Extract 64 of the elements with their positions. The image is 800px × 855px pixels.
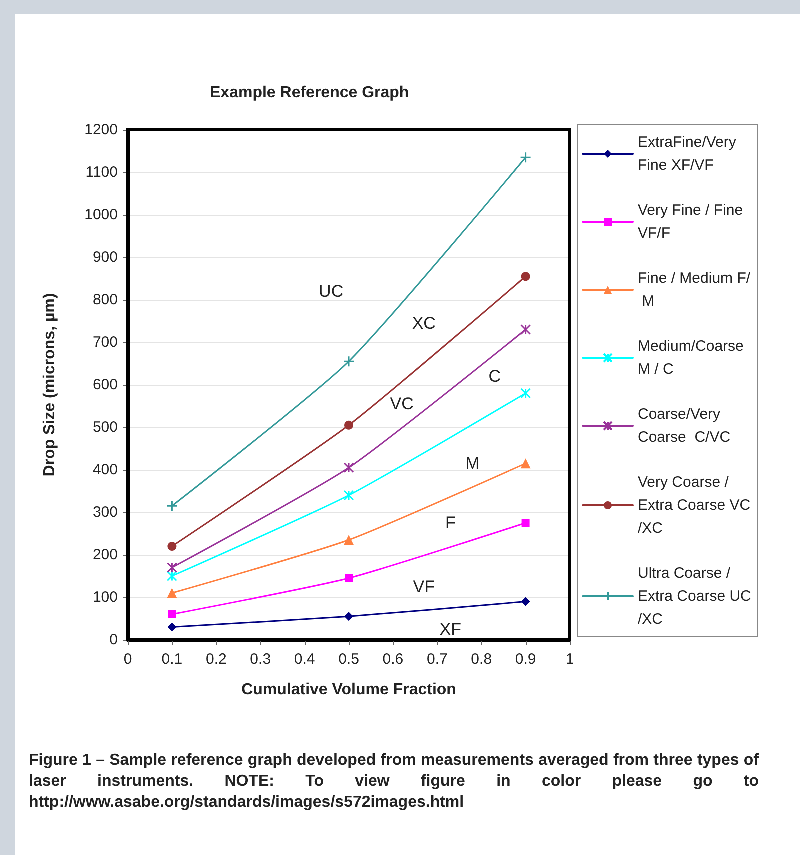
annotation: M — [466, 454, 480, 474]
point — [166, 571, 178, 582]
chart-title: Example Reference Graph — [210, 84, 410, 102]
annotation: C — [488, 367, 501, 386]
x-tick-label: 0.2 — [206, 651, 227, 668]
x-tick-label: 0.4 — [294, 651, 316, 668]
caption: Figure 1 – Sample reference graph developed from measurements averaged from three types of laser instruments. NOTE: To view figure in color please go to http://www.asabe.org/standards/images/s572images.html — [29, 751, 759, 813]
point — [168, 610, 176, 618]
legend-label: Ultra Coarse /Extra Coarse UC/XC — [638, 565, 752, 628]
point — [344, 535, 354, 546]
x-axis-title: Cumulative Volume Fraction — [242, 682, 456, 698]
annotation: F — [445, 514, 456, 533]
y-tick-label: 1100 — [86, 164, 118, 181]
y-tick-label: 800 — [92, 292, 118, 308]
x-tick-label: 0 — [124, 651, 132, 668]
x-tick-label: 0.6 — [382, 651, 404, 668]
annotation: VC — [390, 394, 414, 414]
y-tick-label: 400 — [92, 462, 118, 478]
y-tick-label: 200 — [92, 546, 118, 564]
y-tick-label: 900 — [92, 249, 118, 266]
point — [522, 519, 530, 528]
x-tick-label: 0.7 — [426, 651, 448, 668]
annotation: UC — [319, 282, 344, 301]
x-tick-label: 1 — [566, 651, 574, 668]
point — [166, 562, 178, 573]
x-tick-label: 0.5 — [338, 651, 360, 668]
point — [520, 458, 531, 469]
point — [343, 356, 355, 368]
point — [167, 588, 178, 598]
point — [344, 490, 354, 501]
x-tick-label: 0.1 — [162, 651, 183, 668]
annotation: VF — [413, 577, 436, 596]
legend-label: Medium/Coarse M / C — [638, 338, 748, 378]
point — [520, 152, 532, 164]
point — [344, 420, 354, 430]
y-tick-label: 100 — [92, 589, 118, 606]
point — [344, 462, 354, 474]
x-tick-label: 0.9 — [515, 651, 536, 668]
y-tick-label: 1200 — [84, 122, 118, 138]
point — [168, 622, 177, 632]
x-tick-label: 0.8 — [471, 651, 492, 668]
point — [521, 597, 530, 606]
point — [344, 612, 354, 622]
y-axis-title: Drop Size (microns, µm) — [42, 293, 58, 477]
legend-label: Very Fine / Fine VF/F — [638, 202, 752, 242]
annotation: XF — [440, 620, 462, 639]
legend-label: Coarse/Very Coarse C/VC — [638, 406, 731, 446]
y-tick-label: 0 — [110, 632, 118, 648]
point — [166, 500, 178, 512]
legend-label: Very Coarse /Extra Coarse VC/XC — [638, 474, 751, 537]
legend-label: ExtraFine/Very Fine XF/VF — [638, 134, 741, 174]
point — [521, 272, 530, 282]
y-tick-label: 300 — [92, 504, 118, 521]
y-tick-label: 700 — [92, 334, 118, 351]
point — [520, 388, 532, 399]
point — [168, 542, 177, 551]
y-tick-label: 1000 — [84, 206, 118, 224]
annotation: XC — [412, 314, 436, 333]
y-tick-label: 600 — [92, 376, 118, 394]
point — [520, 324, 532, 335]
legend-label: Fine / Medium F/ M — [638, 270, 752, 310]
y-tick-label: 500 — [92, 419, 118, 436]
point — [345, 574, 353, 582]
x-tick-label: 0.3 — [250, 651, 272, 668]
